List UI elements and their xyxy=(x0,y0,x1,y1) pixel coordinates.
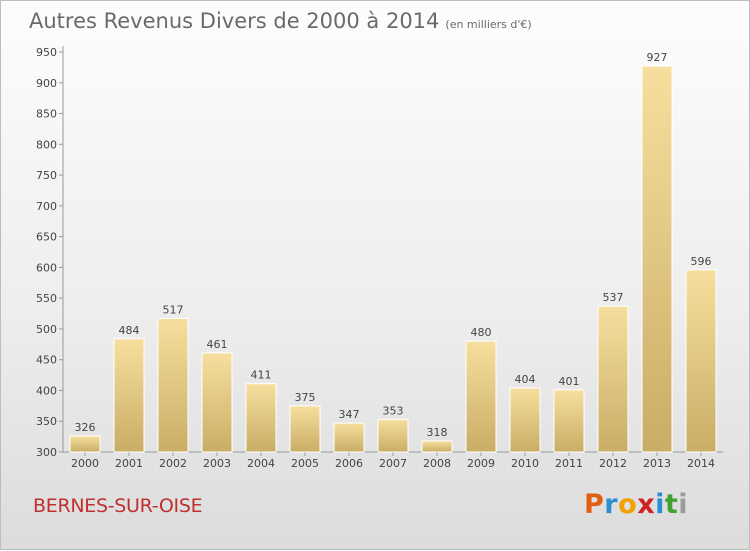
chart-title-unit: (en milliers d'€) xyxy=(445,18,532,31)
x-tick-label: 2009 xyxy=(467,457,495,470)
x-tick-label: 2013 xyxy=(643,457,671,470)
chart-title: Autres Revenus Divers de 2000 à 2014 (en … xyxy=(29,9,532,33)
data-label-2008: 318 xyxy=(427,426,448,439)
data-label-2000: 326 xyxy=(75,421,96,434)
data-label-2012: 537 xyxy=(603,291,624,304)
data-label-2010: 404 xyxy=(515,373,536,386)
bar-2007[interactable] xyxy=(377,418,409,453)
data-label-2001: 484 xyxy=(119,324,140,337)
bar-2013[interactable] xyxy=(641,65,673,453)
logo-letter: P xyxy=(584,489,605,520)
y-tick-label: 350 xyxy=(36,415,57,428)
y-tick-label: 700 xyxy=(36,200,57,213)
data-label-2003: 461 xyxy=(207,338,228,351)
x-tick-label: 2003 xyxy=(203,457,231,470)
x-tick-label: 2005 xyxy=(291,457,319,470)
data-labels: 326 484 517 461 411 375 347 353 318 480 404 401 537 9… xyxy=(75,51,712,439)
y-tick-label: 550 xyxy=(36,292,57,305)
bar-2014[interactable] xyxy=(685,269,717,453)
bar-2000[interactable] xyxy=(69,435,101,453)
data-label-2005: 375 xyxy=(295,391,316,404)
y-tick-label: 850 xyxy=(36,108,57,121)
bar-2003[interactable] xyxy=(201,352,233,453)
x-tick-label: 2000 xyxy=(71,457,99,470)
logo-letter: r xyxy=(604,489,619,520)
x-tick-label: 2004 xyxy=(247,457,275,470)
y-tick-label: 750 xyxy=(36,169,57,182)
bar-series xyxy=(69,65,717,453)
chart-title-main: Autres Revenus Divers de 2000 à 2014 xyxy=(29,9,440,33)
bar-2006[interactable] xyxy=(333,422,365,453)
data-label-2007: 353 xyxy=(383,404,404,417)
y-tick-label: 500 xyxy=(36,323,57,336)
x-tick-label: 2010 xyxy=(511,457,539,470)
bar-2008[interactable] xyxy=(421,440,453,453)
bar-2001[interactable] xyxy=(113,338,145,453)
x-tick-label: 2002 xyxy=(159,457,187,470)
y-tick-label: 650 xyxy=(36,231,57,244)
logo-letter: x xyxy=(637,489,656,520)
y-tick-label: 600 xyxy=(36,261,57,274)
x-tick-label: 2006 xyxy=(335,457,363,470)
x-tick-label: 2011 xyxy=(555,457,583,470)
data-label-2014: 596 xyxy=(691,255,712,268)
data-label-2002: 517 xyxy=(163,303,184,316)
data-label-2006: 347 xyxy=(339,408,360,421)
data-label-2009: 480 xyxy=(471,326,492,339)
logo-letter: i xyxy=(678,489,689,520)
data-label-2004: 411 xyxy=(251,369,272,382)
data-label-2011: 401 xyxy=(559,375,580,388)
logo-letter: i xyxy=(655,489,665,520)
bar-2009[interactable] xyxy=(465,340,497,453)
bar-2004[interactable] xyxy=(245,383,277,453)
x-tick-label: 2007 xyxy=(379,457,407,470)
city-name: BERNES-SUR-OISE xyxy=(33,495,203,517)
x-tick-label: 2008 xyxy=(423,457,451,470)
y-tick-label: 400 xyxy=(36,384,57,397)
x-tick-label: 2001 xyxy=(115,457,143,470)
proxiti-logo[interactable]: Proxiti xyxy=(584,489,688,520)
y-tick-label: 950 xyxy=(36,46,57,59)
bar-2012[interactable] xyxy=(597,305,629,453)
y-tick-label: 450 xyxy=(36,354,57,367)
x-tick-label: 2014 xyxy=(687,457,715,470)
x-axis: 2000 2001 2002 2003 2004 2005 2006 2007 2008 2009… xyxy=(63,451,723,470)
y-tick-label: 300 xyxy=(36,446,57,459)
y-tick-label: 900 xyxy=(36,77,57,90)
y-axis: 300 350 400 450 500 550 600 650 700 750 800 850 900 9… xyxy=(36,46,64,459)
bar-2011[interactable] xyxy=(553,389,585,453)
bar-2010[interactable] xyxy=(509,387,541,453)
y-tick-label: 800 xyxy=(36,138,57,151)
x-tick-label: 2012 xyxy=(599,457,627,470)
logo-letter: o xyxy=(618,489,638,520)
bar-2005[interactable] xyxy=(289,405,321,453)
bar-2002[interactable] xyxy=(157,317,189,453)
data-label-2013: 927 xyxy=(647,51,668,64)
logo-letter: t xyxy=(664,489,679,520)
